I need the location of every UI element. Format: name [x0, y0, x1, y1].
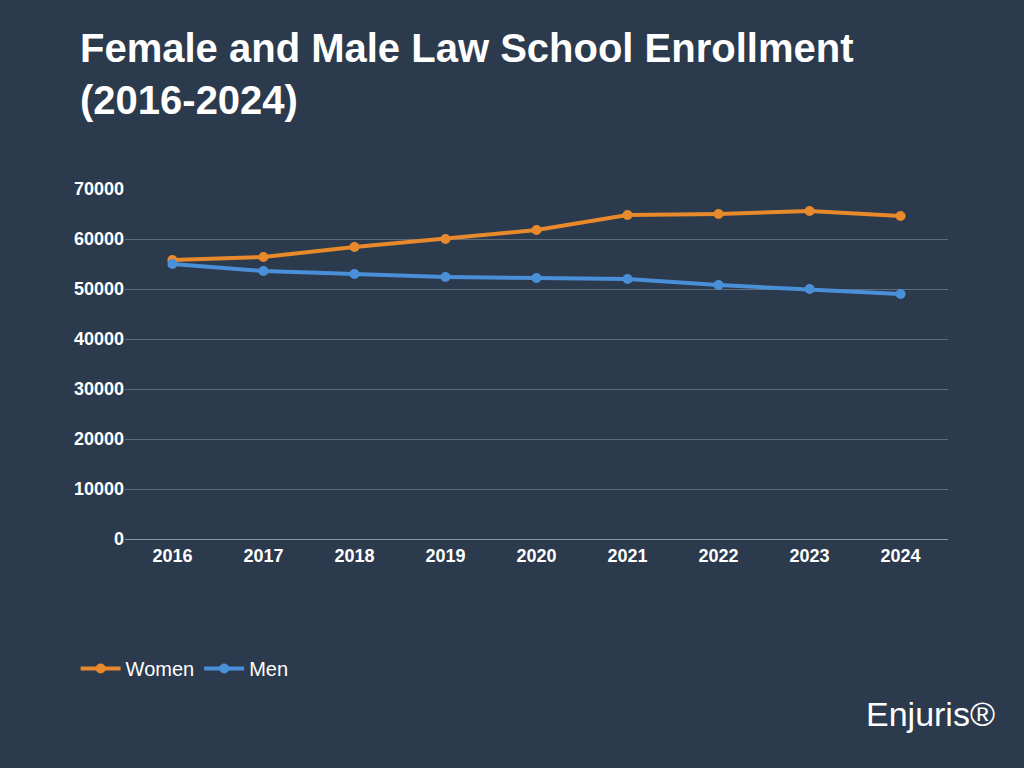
svg-text:60000: 60000 [74, 229, 124, 249]
svg-text:30000: 30000 [74, 379, 124, 399]
html-text:Female and Male Law School Enr: Female and Male Law School Enrollment (2… [80, 26, 854, 122]
svg-text:10000: 10000 [74, 479, 124, 499]
svg-text:50000: 50000 [74, 279, 124, 299]
svg-text:2016: 2016 [152, 546, 192, 566]
svg-text:40000: 40000 [74, 329, 124, 349]
svg-text:2023: 2023 [790, 546, 830, 566]
svg-text:Men: Men [249, 658, 288, 680]
svg-text:2024: 2024 [881, 546, 921, 566]
svg-text:2022: 2022 [699, 546, 739, 566]
svg-text:2019: 2019 [425, 546, 465, 566]
svg-text:Women: Women [126, 658, 195, 680]
svg-text:70000: 70000 [74, 179, 124, 199]
svg-text:0: 0 [114, 529, 124, 549]
svg-text:2020: 2020 [516, 546, 556, 566]
svg-text:2017: 2017 [243, 546, 283, 566]
svg-text:Enjuris®: Enjuris® [866, 695, 995, 733]
svg-text:2018: 2018 [334, 546, 374, 566]
svg-text:2021: 2021 [607, 546, 647, 566]
svg-text:20000: 20000 [74, 429, 124, 449]
